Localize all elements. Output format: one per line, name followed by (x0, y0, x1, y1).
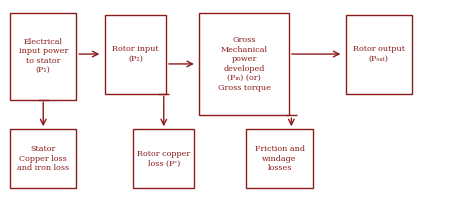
Text: Gross
Mechanical
power
developed
(Pₘ) (or)
Gross torque: Gross Mechanical power developed (Pₘ) (o… (218, 36, 271, 92)
Text: Rotor input
(P₂): Rotor input (P₂) (112, 45, 159, 63)
Bar (346, 15, 412, 94)
Bar (10, 129, 76, 188)
Bar (105, 15, 166, 94)
Text: Electrical
input power
to stator
(P₁): Electrical input power to stator (P₁) (18, 38, 68, 74)
Text: Rotor output
(Pₒᵤₜ): Rotor output (Pₒᵤₜ) (353, 45, 405, 63)
Text: Stator
Copper loss
and iron loss: Stator Copper loss and iron loss (17, 145, 69, 172)
Bar (246, 129, 313, 188)
Bar (199, 13, 289, 115)
Bar (10, 13, 76, 100)
Text: Rotor copper
loss (Pᶜ): Rotor copper loss (Pᶜ) (137, 150, 191, 168)
Bar (133, 129, 194, 188)
Text: Friction and
windage
losses: Friction and windage losses (255, 145, 304, 172)
